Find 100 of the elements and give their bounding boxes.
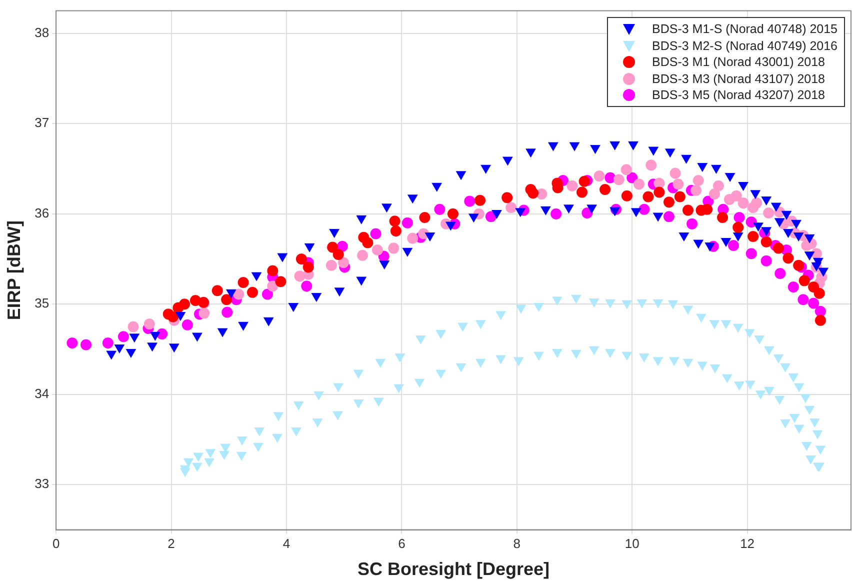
point [728, 240, 739, 251]
point [447, 208, 458, 220]
point [682, 204, 694, 216]
x-tick-label: 0 [52, 536, 60, 552]
point [212, 285, 223, 296]
point [663, 196, 674, 208]
point [692, 174, 704, 186]
y-tick-label: 33 [34, 476, 50, 492]
point [474, 194, 486, 206]
point [576, 186, 588, 198]
point [167, 311, 178, 322]
point [233, 288, 244, 300]
point [717, 212, 728, 223]
x-tick-label: 12 [740, 536, 755, 552]
point [389, 216, 400, 227]
point [296, 254, 307, 265]
y-tick-label: 37 [34, 115, 50, 130]
point [634, 178, 645, 190]
point [566, 180, 578, 192]
point [407, 232, 418, 244]
point [646, 160, 657, 171]
point [734, 212, 745, 223]
point [327, 242, 338, 253]
point [654, 186, 665, 198]
point [267, 265, 278, 276]
point [179, 298, 190, 310]
point [808, 298, 820, 309]
point [746, 248, 757, 260]
point [814, 288, 825, 299]
point [434, 204, 446, 215]
point [672, 178, 684, 190]
point [670, 168, 681, 179]
point [357, 250, 368, 261]
point [221, 294, 232, 306]
point [128, 321, 139, 332]
legend-label: BDS-3 M2-S (Norad 40749) 2016 [652, 38, 838, 53]
point [301, 280, 312, 292]
point [66, 337, 78, 348]
point [732, 222, 744, 233]
point [748, 230, 759, 242]
point [464, 196, 476, 207]
point [506, 202, 517, 214]
point [262, 288, 273, 300]
point [793, 260, 804, 271]
point [294, 270, 306, 282]
legend-label: BDS-3 M1 (Norad 43001) 2018 [652, 55, 826, 70]
point [275, 276, 286, 288]
point [362, 237, 374, 248]
x-tick-label: 4 [282, 536, 290, 552]
x-tick-label: 6 [398, 536, 406, 552]
point [578, 176, 590, 187]
point [582, 207, 593, 218]
point [402, 217, 413, 228]
point [763, 207, 774, 218]
point [600, 184, 611, 196]
point [118, 331, 129, 342]
point [620, 164, 632, 176]
point [144, 318, 155, 330]
point [642, 191, 654, 202]
point [690, 184, 702, 196]
legend-label: BDS-3 M3 (Norad 43107) 2018 [652, 72, 826, 86]
point [621, 190, 632, 202]
point [760, 255, 772, 266]
point [182, 319, 193, 330]
x-axis-title: SC Boresight [Degree] [358, 559, 550, 580]
point [388, 242, 400, 254]
point [246, 286, 258, 298]
y-axis-title: EIRP [dBW] [4, 220, 24, 320]
point [674, 191, 686, 202]
point [774, 268, 786, 279]
point [751, 198, 762, 209]
point [613, 174, 624, 186]
point [238, 276, 249, 288]
y-tick-label: 34 [34, 386, 50, 401]
point [502, 192, 513, 204]
point [663, 211, 674, 222]
point [730, 190, 742, 202]
x-tick-label: 2 [168, 536, 175, 552]
point [798, 294, 809, 306]
point [654, 178, 665, 189]
point [267, 280, 278, 292]
point [198, 308, 210, 319]
point [686, 218, 698, 230]
point [550, 208, 562, 220]
point [814, 306, 826, 317]
point [798, 275, 810, 286]
point [326, 260, 337, 271]
point [390, 226, 402, 237]
legend-label: BDS-3 M5 (Norad 43207) 2018 [652, 88, 826, 102]
point [302, 262, 314, 273]
y-tick-label: 35 [34, 296, 50, 311]
point [528, 188, 539, 199]
point [222, 306, 233, 318]
point [708, 188, 720, 200]
point [419, 212, 430, 223]
point [782, 252, 794, 264]
point [594, 170, 605, 182]
point [814, 314, 826, 326]
point [738, 198, 749, 209]
point [332, 249, 344, 260]
